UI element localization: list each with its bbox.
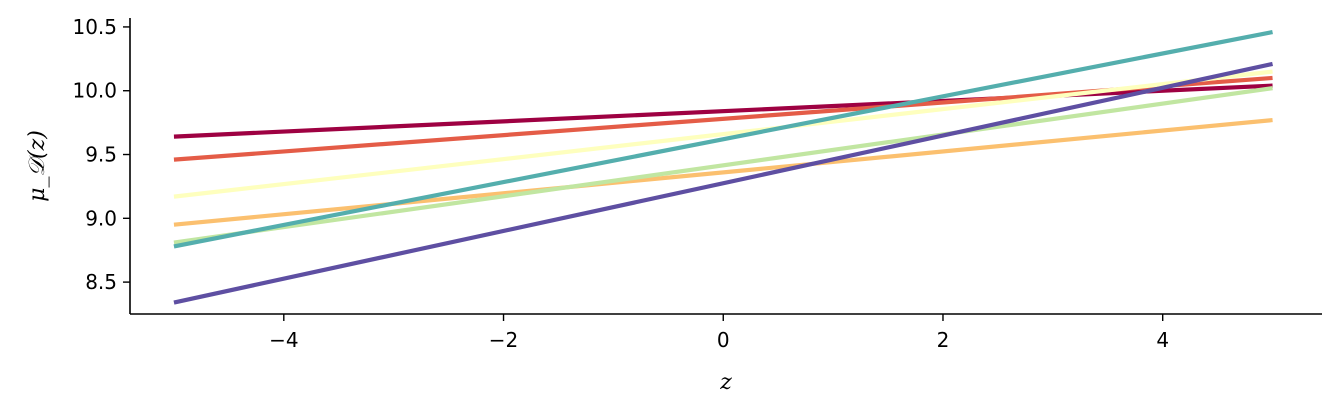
x-tick-label: 4 (1156, 328, 1169, 352)
y-tick-label: 10.5 (72, 15, 117, 39)
x-tick-label: 2 (937, 328, 950, 352)
x-tick-label: 0 (717, 328, 730, 352)
y-tick-label: 9.0 (85, 206, 117, 230)
series-line-4 (173, 69, 1273, 199)
y-tick-label: 10.0 (72, 79, 117, 103)
series-layer (173, 29, 1274, 305)
series-line-3 (173, 117, 1273, 227)
x-tick-label: −4 (269, 328, 298, 352)
y-tick-label: 9.5 (85, 143, 117, 167)
y-axis-label: μ_𝒟(z) (25, 130, 50, 202)
series-line-5 (173, 86, 1273, 245)
x-axis-label: z (719, 370, 732, 395)
x-axis-ticks: −4 −2 0 2 4 (269, 314, 1169, 352)
y-axis-ticks: 8.5 9.0 9.5 10.0 10.5 (72, 15, 130, 294)
series-line-6 (173, 29, 1273, 249)
y-tick-label: 8.5 (85, 270, 117, 294)
x-tick-label: −2 (489, 328, 518, 352)
series-line-7 (173, 61, 1274, 305)
